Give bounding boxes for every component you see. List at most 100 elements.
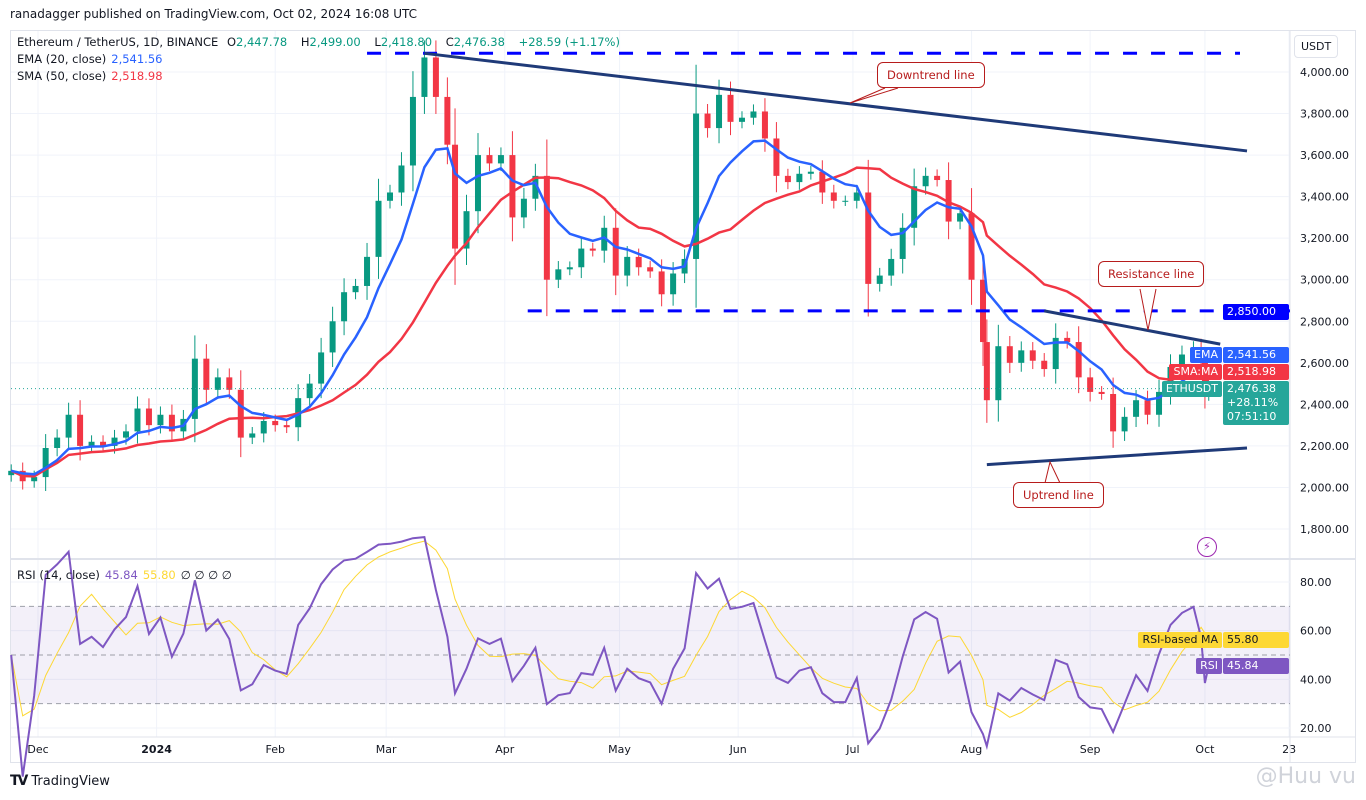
candle xyxy=(1075,342,1082,378)
candle xyxy=(784,175,791,183)
rsi-price-label: 45.84 xyxy=(1223,658,1289,674)
rsi-ma-tag: RSI-based MA xyxy=(1138,632,1222,648)
ema-legend[interactable]: EMA (20, close) 2,541.56 xyxy=(17,52,167,66)
candle xyxy=(318,352,325,384)
candle xyxy=(543,175,550,280)
candle xyxy=(1133,400,1140,417)
candle xyxy=(995,346,1002,401)
time-tick-label: Jul xyxy=(845,743,859,756)
candle xyxy=(444,96,451,145)
candle xyxy=(260,420,267,434)
candle xyxy=(842,200,849,202)
candle xyxy=(624,256,631,276)
candle xyxy=(716,94,723,129)
low-value: 2,418.80 xyxy=(380,35,433,49)
publish-info: ranadagger published on TradingView.com,… xyxy=(10,7,417,21)
candle xyxy=(578,248,585,268)
candle xyxy=(145,408,152,426)
high-value: 2,499.00 xyxy=(309,35,361,49)
open-group: O2,447.78 xyxy=(227,35,292,49)
candle xyxy=(1029,350,1036,361)
close-label: C xyxy=(445,35,454,49)
time-tick-label: Dec xyxy=(27,743,48,756)
candle xyxy=(111,437,118,446)
candle xyxy=(911,186,918,228)
candle xyxy=(191,358,198,419)
candle xyxy=(635,256,642,268)
rsi-legend[interactable]: RSI (14, close) 45.84 55.80 ∅ ∅ ∅ ∅ xyxy=(17,568,237,582)
rsi-tick-label: 40.00 xyxy=(1300,673,1332,686)
symbol-tag: ETHUSDT xyxy=(1161,381,1222,397)
level-2850-label: 2,850.00 xyxy=(1223,304,1289,320)
sma-legend[interactable]: SMA (50, close) 2,518.98 xyxy=(17,69,168,83)
candle xyxy=(922,175,929,187)
candle xyxy=(364,256,371,286)
candle xyxy=(750,111,757,118)
candle xyxy=(474,155,481,212)
candle xyxy=(601,227,608,251)
price-tick-label: 3,800.00 xyxy=(1300,108,1349,121)
time-tick-label: May xyxy=(608,743,631,756)
resistance-note[interactable]: Resistance line xyxy=(1098,261,1205,287)
price-tick-label: 2,200.00 xyxy=(1300,440,1349,453)
candle xyxy=(1018,350,1025,363)
candle xyxy=(520,198,527,218)
candle xyxy=(968,213,975,280)
rsi-ma-value: 55.80 xyxy=(142,568,176,582)
candle xyxy=(1144,400,1151,415)
time-tick-label: Apr xyxy=(495,743,515,756)
open-value: 2,447.78 xyxy=(236,35,288,49)
lightning-icon[interactable]: ⚡ xyxy=(1197,537,1217,557)
candle xyxy=(432,57,439,97)
low-group: L2,418.80 xyxy=(374,35,437,49)
open-label: O xyxy=(226,35,236,49)
candle xyxy=(88,441,95,446)
sma-price-label: 2,518.98 xyxy=(1223,364,1289,380)
time-tick-label: Aug xyxy=(961,743,982,756)
candle xyxy=(773,138,780,176)
footer-brand[interactable]: TV TradingView xyxy=(10,773,110,789)
last-price: 2,476.38 xyxy=(1227,382,1276,395)
candle xyxy=(1041,360,1048,370)
price-tick-label: 2,000.00 xyxy=(1300,481,1349,494)
candle xyxy=(398,165,405,193)
downtrend-pointer xyxy=(849,87,899,104)
time-tick-label: 2024 xyxy=(141,743,172,756)
tradingview-logo-icon: TV xyxy=(10,773,28,789)
resistance-pointer xyxy=(1139,288,1157,331)
candle xyxy=(283,425,290,428)
candle xyxy=(409,96,416,166)
candle xyxy=(566,267,573,270)
candle xyxy=(31,477,38,482)
downtrend-note[interactable]: Downtrend line xyxy=(877,62,985,88)
candle xyxy=(1064,337,1071,343)
candle xyxy=(1156,391,1163,415)
candle xyxy=(807,171,814,174)
candle xyxy=(77,414,84,446)
time-tick-label: Sep xyxy=(1080,743,1101,756)
uptrend-pointer xyxy=(1044,460,1061,484)
candle xyxy=(203,358,210,390)
candle xyxy=(42,447,49,478)
high-group: H2,499.00 xyxy=(301,35,366,49)
candle xyxy=(888,258,895,276)
candle xyxy=(1087,377,1094,392)
currency-button[interactable]: USDT xyxy=(1294,35,1339,58)
candle xyxy=(658,271,665,295)
ema-legend-label: EMA (20, close) xyxy=(17,52,107,66)
candle xyxy=(249,433,256,438)
ema-price-label: 2,541.56 xyxy=(1223,347,1289,363)
trendline xyxy=(986,446,1248,467)
rsi-ma-line xyxy=(10,540,1210,718)
ema-value: 2,541.56 xyxy=(111,52,163,66)
rsi-value: 45.84 xyxy=(104,568,138,582)
ema-tag: EMA xyxy=(1190,347,1222,363)
uptrend-note[interactable]: Uptrend line xyxy=(1013,482,1104,508)
rsi-ma-price-label: 55.80 xyxy=(1223,632,1289,648)
ema-20-line xyxy=(10,139,1210,476)
trendline xyxy=(424,51,1248,153)
candle xyxy=(693,113,700,259)
candle xyxy=(1098,391,1105,394)
last-change: +28.11% xyxy=(1227,396,1279,409)
